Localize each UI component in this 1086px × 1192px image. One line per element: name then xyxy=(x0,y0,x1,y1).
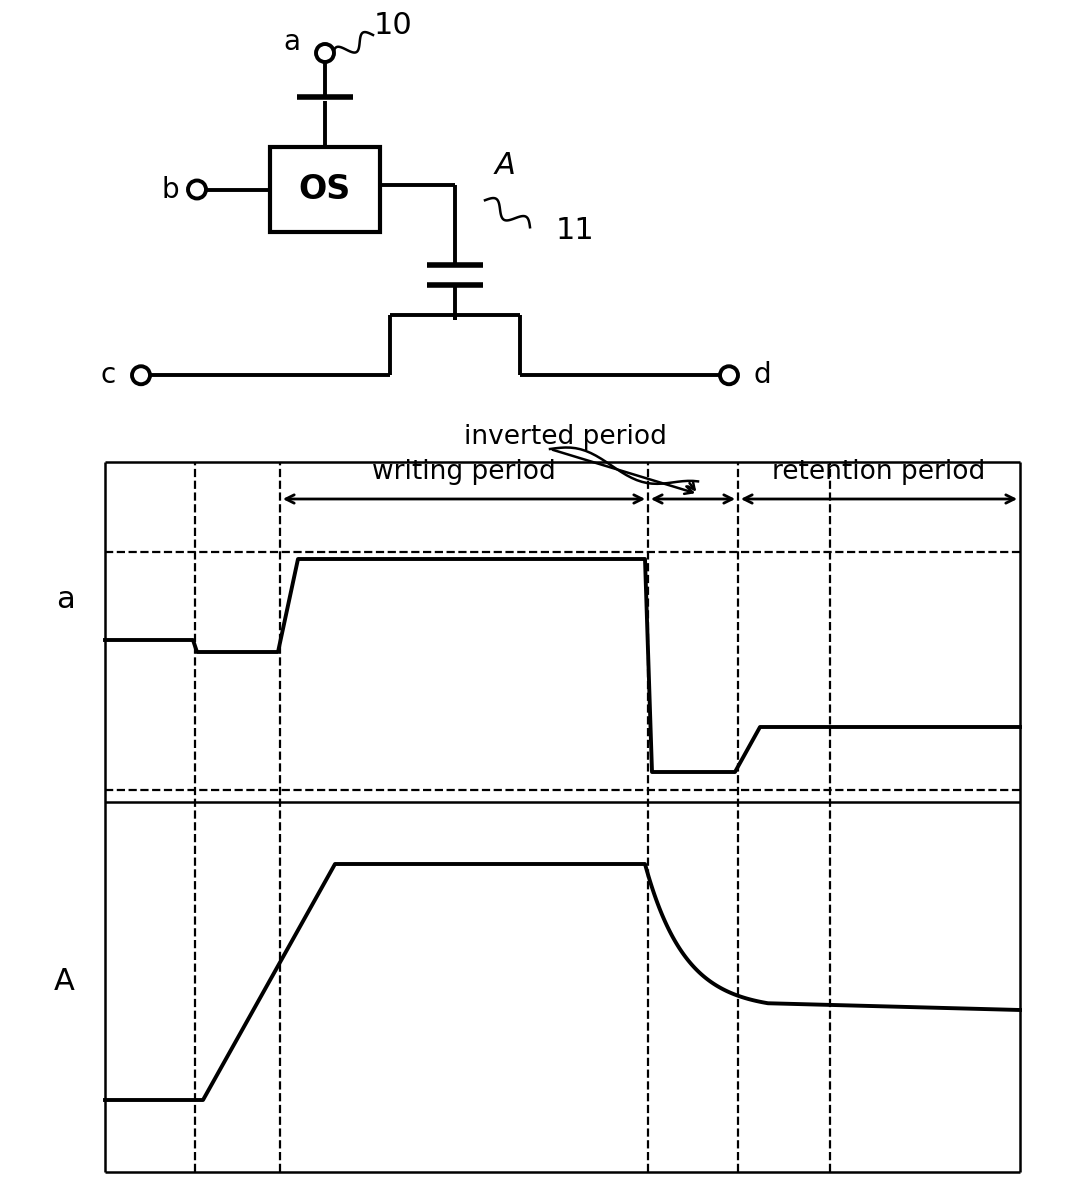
Text: c: c xyxy=(100,361,115,390)
Circle shape xyxy=(720,366,738,384)
Text: OS: OS xyxy=(299,173,351,206)
Bar xyxy=(270,147,380,232)
Text: a: a xyxy=(283,27,300,56)
Text: retention period: retention period xyxy=(772,459,986,485)
Circle shape xyxy=(316,44,334,62)
Text: a: a xyxy=(56,585,75,614)
Circle shape xyxy=(132,366,150,384)
Circle shape xyxy=(188,180,206,199)
Text: b: b xyxy=(161,175,179,204)
Text: 10: 10 xyxy=(374,11,413,39)
Text: A: A xyxy=(54,968,75,997)
Text: inverted period: inverted period xyxy=(464,424,667,451)
Text: 11: 11 xyxy=(556,216,594,244)
Text: d: d xyxy=(754,361,771,390)
Text: A: A xyxy=(494,150,516,180)
Text: writing period: writing period xyxy=(372,459,556,485)
